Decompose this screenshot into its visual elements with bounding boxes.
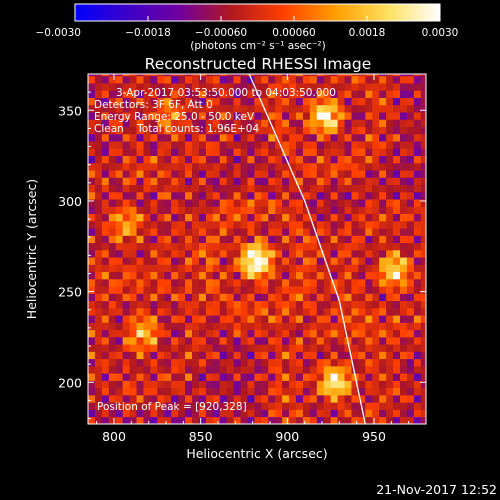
x-axis-label: Heliocentric X (arcsec): [186, 446, 327, 461]
solar-limb-line: [248, 74, 366, 424]
y-axis-ticks: 200 250 300 350: [58, 91, 426, 420]
annotation-energy: Energy Range: 25.0 - 50.0 keV: [94, 111, 255, 123]
x-tick-label: 950: [362, 429, 386, 444]
chart-title: Reconstructed RHESSI Image: [145, 55, 372, 73]
y-tick-label: 300: [58, 194, 82, 209]
x-tick-label: 900: [275, 429, 299, 444]
colorbar: [74, 3, 441, 22]
annotation-peak-position: Position of Peak = [920,328]: [97, 401, 247, 413]
y-tick-label: 200: [58, 375, 82, 390]
colorbar-tick-label: −0.00060: [195, 27, 247, 39]
annotation-method: Clean Total counts: 1.96E+04: [94, 123, 259, 135]
colorbar-unit-label: (photons cm⁻² s⁻¹ asec⁻²): [190, 40, 325, 52]
colorbar-tick-label: 0.0018: [349, 27, 386, 39]
y-tick-label: 250: [58, 285, 82, 300]
x-tick-label: 850: [189, 429, 213, 444]
plot-frame: [87, 73, 427, 425]
footer-timestamp: 21-Nov-2017 12:52: [376, 482, 497, 497]
colorbar-tick-label: 0.00060: [272, 27, 315, 39]
x-axis-ticks: 800 850 900 950: [96, 74, 410, 444]
annotation-time-range: 3-Apr-2017 03:53:50.000 to 04:03:50.000: [116, 87, 336, 99]
colorbar-tick-label: −0.0030: [35, 27, 81, 39]
colorbar-ticks: −0.0030 −0.0018 −0.00060 0.00060 0.0018 0.003…: [35, 16, 458, 39]
colorbar-tick-label: 0.0030: [422, 27, 459, 39]
colorbar-tick-label: −0.0018: [125, 27, 171, 39]
annotation-detectors: Detectors: 3F 6F, Att 0: [94, 99, 213, 111]
y-axis-label: Heliocentric Y (arcsec): [24, 179, 39, 319]
x-tick-label: 800: [102, 429, 126, 444]
y-tick-label: 350: [58, 103, 82, 118]
heatmap-image: [88, 74, 426, 424]
